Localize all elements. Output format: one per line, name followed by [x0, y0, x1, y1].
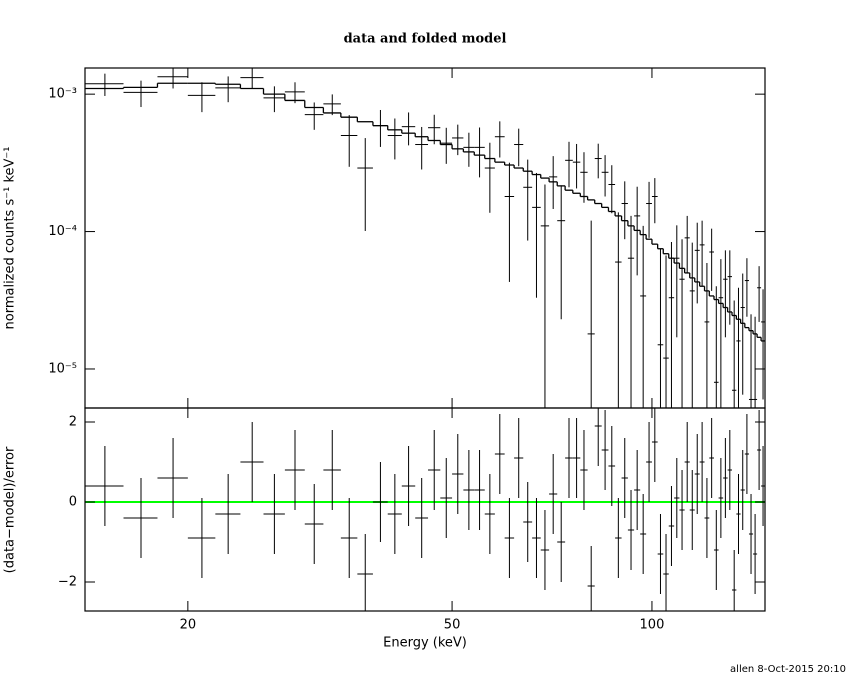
y-tick-label: 0: [69, 495, 77, 510]
plot-area: [85, 68, 765, 408]
x-tick-label: 20: [180, 618, 197, 633]
x-axis-label: Energy (keV): [383, 636, 467, 651]
y-tick-label: 10⁻³: [48, 87, 77, 102]
plot-frame: [84, 407, 766, 612]
y-axis-label: (data−model)/error: [3, 446, 18, 573]
axes: 10⁻³10⁻⁴10⁻⁵20−220 50 100: [48, 67, 766, 633]
y-tick-label: −2: [58, 575, 77, 590]
y-tick-label: 10⁻⁵: [48, 361, 77, 376]
x-tick-label: 100: [640, 618, 665, 633]
plot-area: [85, 408, 765, 611]
x-tick-label: 50: [444, 618, 461, 633]
y-tick-label: 2: [69, 415, 77, 430]
chart-title: data and folded model: [344, 32, 507, 47]
y-axis-label: normalized counts s⁻¹ keV⁻¹: [3, 147, 18, 330]
footer: allen 8-Oct-2015 20:10: [730, 664, 846, 675]
y-tick-label: 10⁻⁴: [48, 224, 77, 239]
